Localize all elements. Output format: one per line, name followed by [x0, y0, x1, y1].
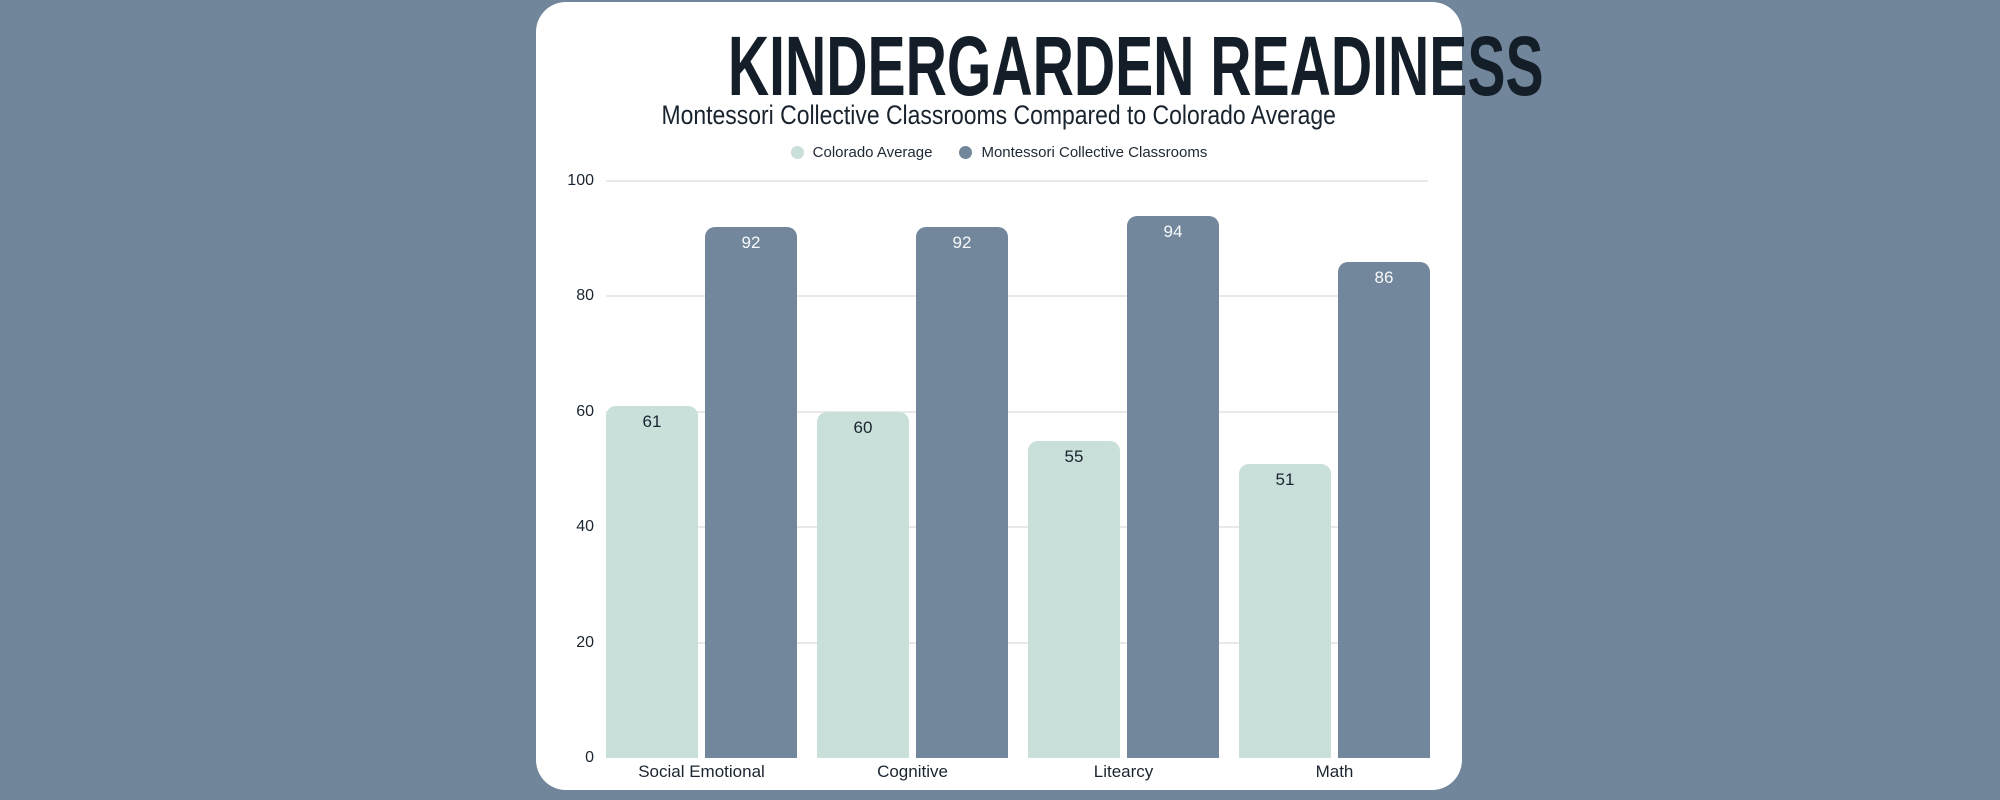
legend-item-montessori-collective-classrooms: Montessori Collective Classrooms	[959, 145, 1207, 160]
chart-title: KINDERGARDEN READINESS	[536, 24, 1544, 108]
chart-subtitle-text: Montessori Collective Classrooms Compare…	[661, 100, 1337, 130]
bar-value-label: 86	[1374, 267, 1394, 287]
y-axis-tick-label: 0	[585, 749, 594, 766]
gridline	[606, 410, 1428, 413]
chart-title-text: KINDERGARDEN READINESS	[727, 19, 1544, 113]
y-axis-tick-label: 20	[576, 633, 594, 651]
bar-montessori-cognitive: 92	[916, 227, 1008, 758]
gridline	[606, 180, 1428, 182]
y-axis-tick-label: 80	[576, 287, 594, 305]
y-axis-tick-label: 40	[576, 518, 594, 536]
bar-montessori-math: 86	[1338, 261, 1430, 758]
bar-value-label: 92	[741, 233, 761, 253]
y-axis-tick-label: 100	[567, 172, 594, 189]
bar-value-label: 55	[1064, 446, 1084, 466]
legend: Colorado Average Montessori Collective C…	[536, 145, 1462, 160]
chart-area: 0 20 40 60 80 100 61 92 Social Emotional 60 92 Cogn…	[536, 2, 1462, 790]
x-axis-label: Litearcy	[1093, 762, 1154, 781]
legend-swatch-colorado-average-icon	[790, 146, 804, 159]
bar-value-label: 92	[952, 233, 972, 253]
bar-value-label: 94	[1163, 221, 1183, 241]
gridline	[606, 641, 1428, 644]
bar-value-label: 51	[1275, 469, 1295, 489]
bar-montessori-social-emotional: 92	[705, 227, 797, 758]
gridline	[606, 526, 1428, 529]
legend-swatch-montessori-icon	[959, 146, 973, 159]
x-axis-label: Cognitive	[877, 762, 948, 781]
bar-montessori-litearcy: 94	[1127, 215, 1219, 758]
bar-colorado-average-cognitive: 60	[817, 411, 909, 758]
y-axis-tick-label: 60	[576, 402, 594, 420]
bar-colorado-average-math: 51	[1239, 463, 1331, 758]
legend-item-colorado-average: Colorado Average	[790, 144, 933, 161]
gridline	[606, 295, 1428, 298]
x-axis-label: Math	[1315, 762, 1354, 781]
chart-card: KINDERGARDEN READINESS Montessori Collec…	[536, 2, 1544, 790]
chart-subtitle: Montessori Collective Classrooms Compare…	[536, 102, 1462, 129]
bar-value-label: 61	[642, 412, 662, 432]
legend-label-montessori: Montessori Collective Classrooms	[981, 144, 1208, 161]
bar-colorado-average-litearcy: 55	[1028, 440, 1120, 758]
bar-value-label: 60	[853, 417, 873, 437]
legend-label-colorado-average: Colorado Average	[812, 144, 933, 161]
bar-colorado-average-social-emotional: 61	[606, 406, 698, 758]
x-axis-label: Social Emotional	[638, 762, 765, 781]
